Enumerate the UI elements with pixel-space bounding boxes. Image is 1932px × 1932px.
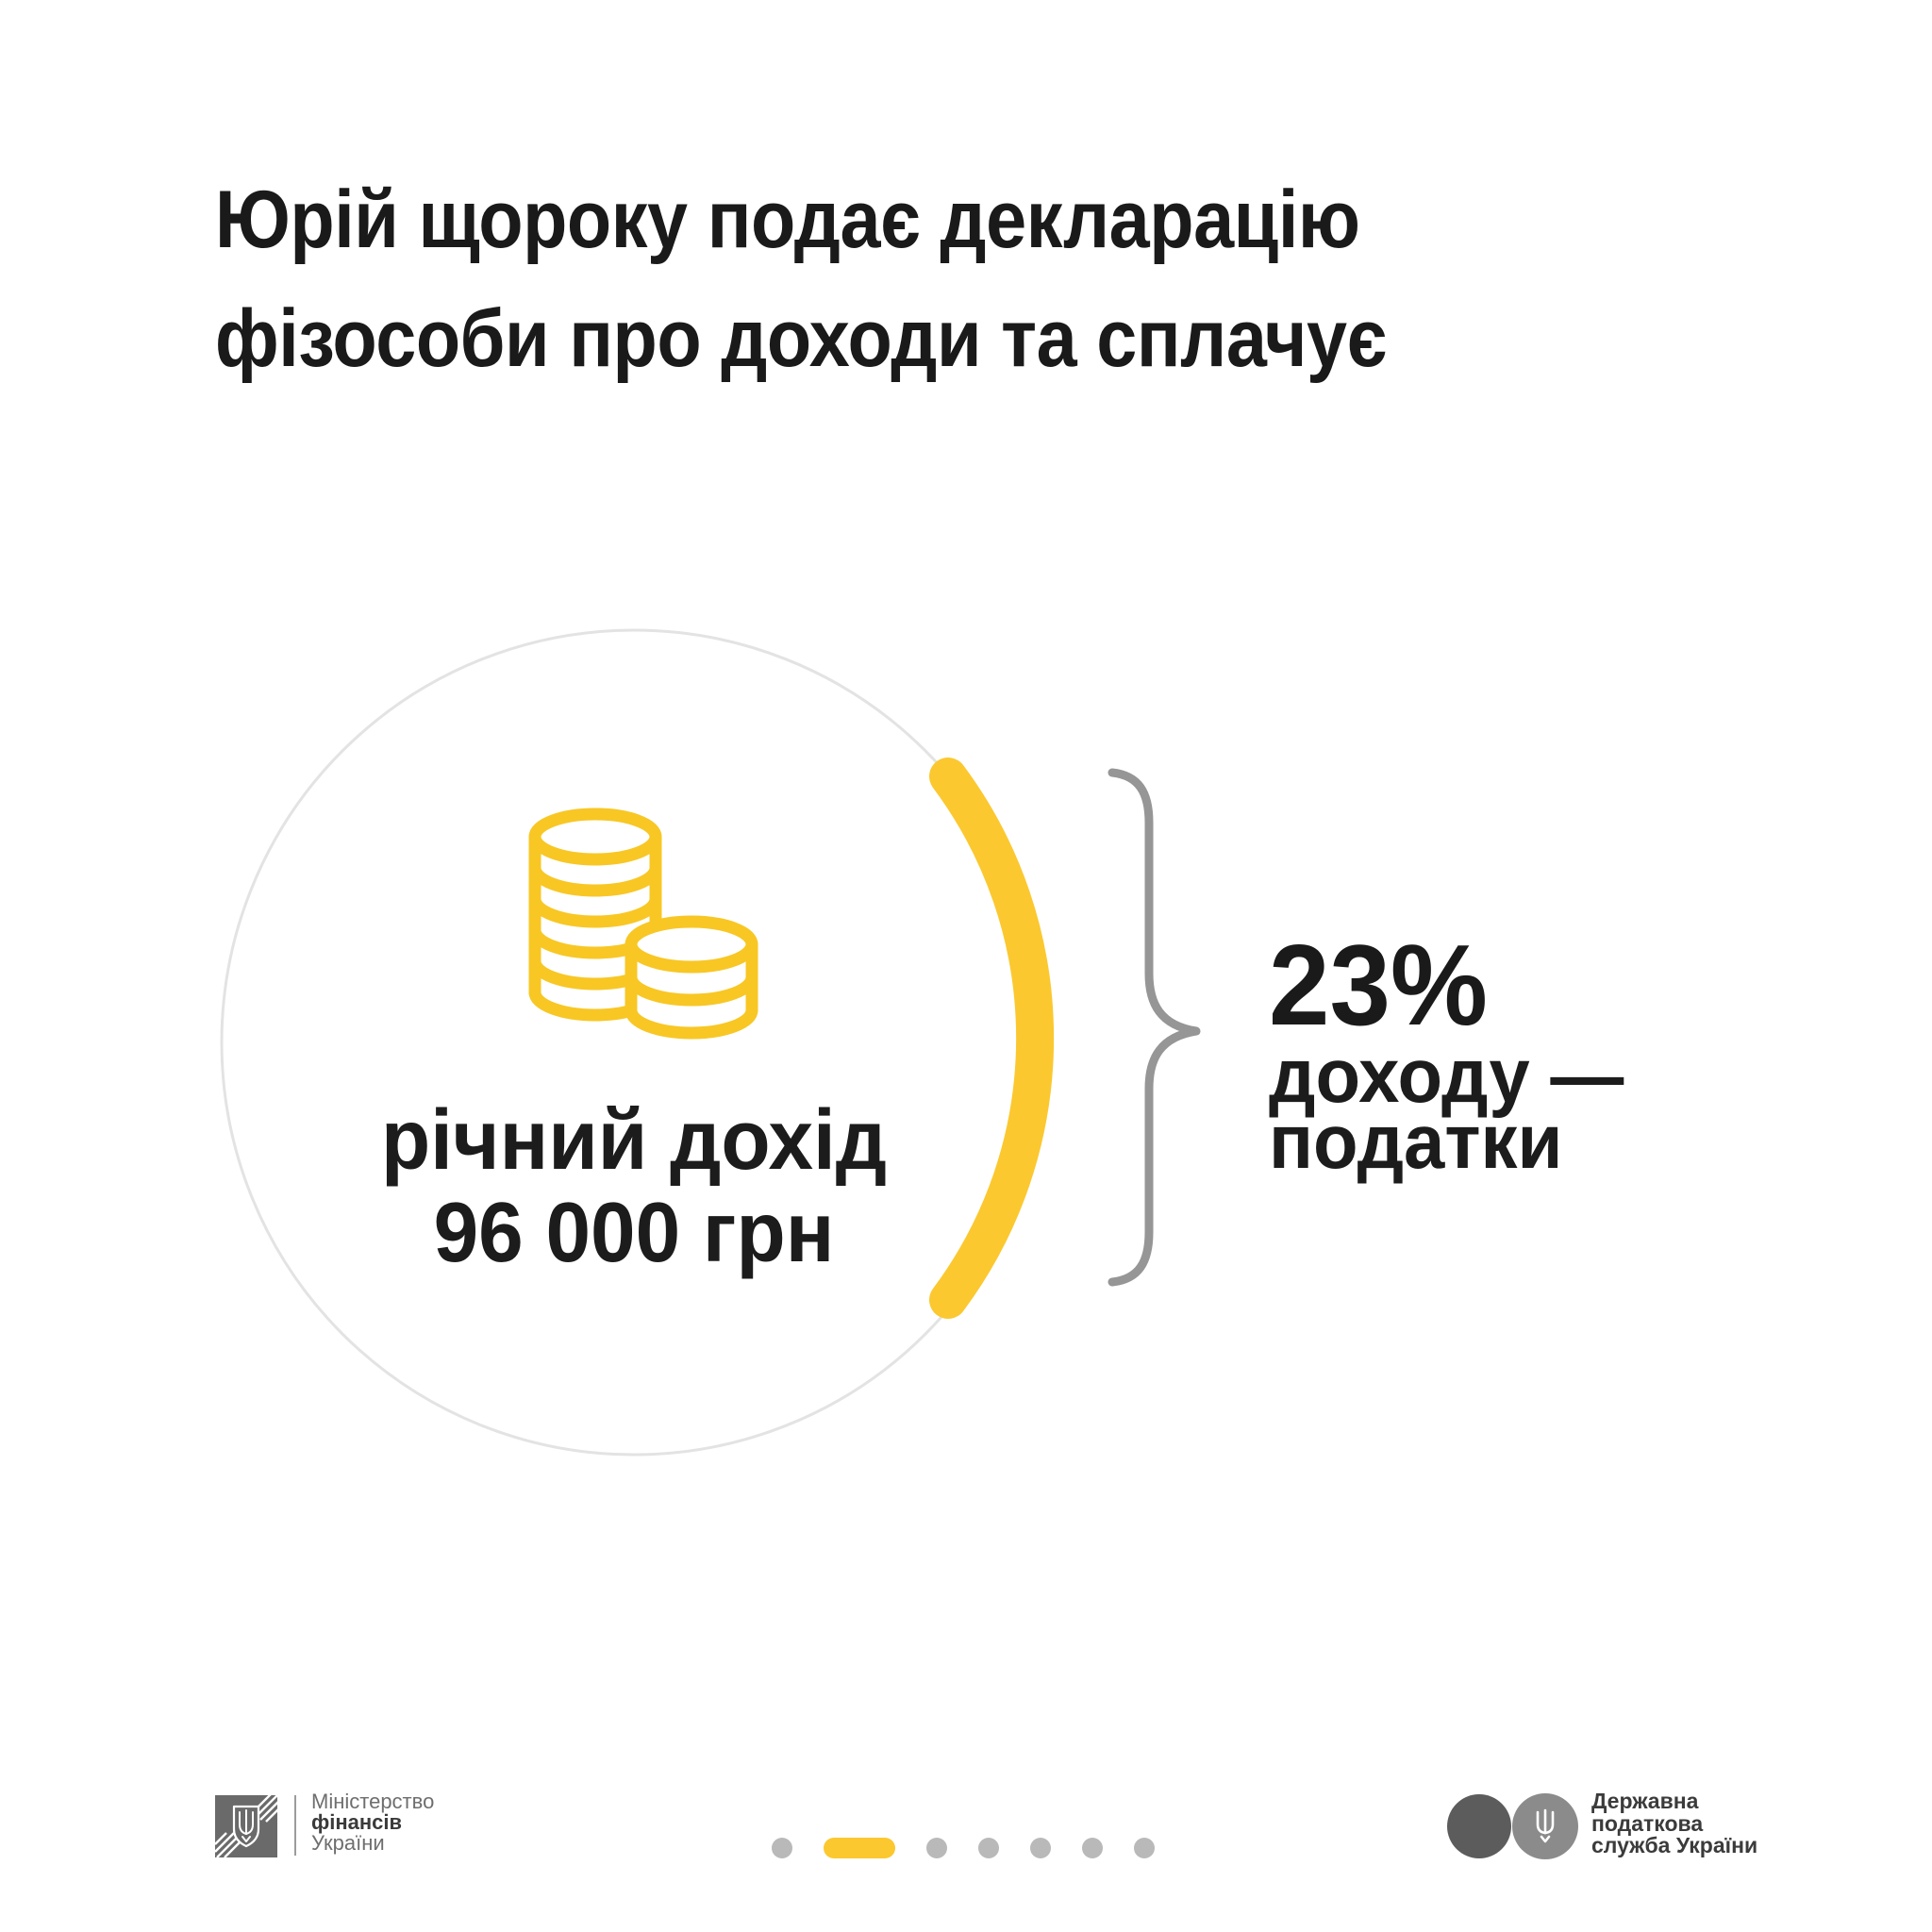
sts-label-line3: служба України — [1591, 1833, 1758, 1857]
minfin-label-line1: Міністерство — [311, 1790, 435, 1813]
minfin-label-line3: України — [311, 1831, 385, 1855]
minfin-label: Міністерство фінансів України — [311, 1791, 434, 1854]
curly-brace — [1108, 768, 1201, 1287]
sts-label-line2: податкова — [1591, 1810, 1704, 1836]
pagination-dot[interactable] — [1082, 1837, 1103, 1858]
pagination-dot[interactable] — [926, 1837, 947, 1858]
minfin-label-line2: фінансів — [311, 1810, 403, 1834]
pagination-dot[interactable] — [978, 1837, 999, 1858]
tax-percent: 23% — [1269, 921, 1488, 1049]
pagination-dot[interactable] — [772, 1837, 792, 1858]
income-label-line2: 96 000 грн — [433, 1186, 835, 1280]
sts-label: Державна податкова служба України — [1591, 1790, 1757, 1857]
coins-icon — [528, 808, 758, 1040]
footer-divider — [294, 1795, 296, 1856]
income-label-line1: річний дохід — [380, 1093, 888, 1188]
page-title-line2: фізособи про доходи та сплачує — [215, 293, 1387, 384]
pagination-dot[interactable] — [1134, 1837, 1155, 1858]
trident-shield-icon — [239, 1809, 254, 1842]
tax-callout-line2: податки — [1269, 1099, 1563, 1185]
trident-circles-icon — [1536, 1808, 1555, 1843]
minfin-logo — [215, 1795, 277, 1857]
sts-label-line1: Державна — [1591, 1789, 1699, 1813]
pagination-dot[interactable] — [1030, 1837, 1051, 1858]
tax-callout-line1: доходу — — [1269, 1033, 1624, 1119]
page-title-line1: Юрій щороку подає декларацію — [215, 175, 1360, 265]
sts-logo — [1447, 1793, 1578, 1859]
pagination — [772, 1837, 1155, 1858]
page-title: Юрій щороку подає декларацію фізособи пр… — [215, 160, 1387, 398]
pagination-active-pill[interactable] — [824, 1837, 895, 1858]
income-circle-label: річний дохід 96 000 грн — [242, 1094, 1025, 1279]
